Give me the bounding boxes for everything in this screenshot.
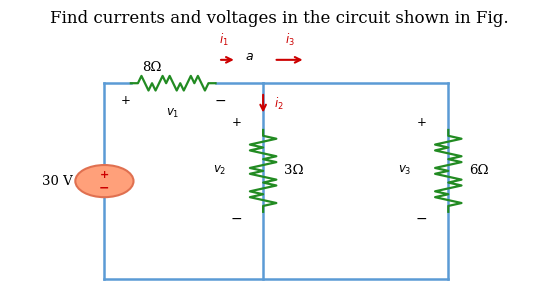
Text: +: +: [232, 116, 242, 129]
Text: −: −: [99, 182, 110, 195]
Text: −: −: [231, 212, 243, 226]
Text: $v_1$: $v_1$: [166, 106, 180, 120]
Text: +: +: [417, 116, 427, 129]
Text: −: −: [416, 212, 427, 226]
Text: $a$: $a$: [246, 50, 254, 63]
Text: 6Ω: 6Ω: [469, 164, 489, 177]
Text: $i_1$: $i_1$: [219, 32, 228, 48]
Text: $i_2$: $i_2$: [274, 96, 283, 112]
Circle shape: [75, 165, 133, 197]
Text: −: −: [215, 94, 227, 108]
Text: +: +: [121, 94, 131, 107]
Text: $v_3$: $v_3$: [398, 164, 411, 177]
Text: 8Ω: 8Ω: [142, 61, 162, 74]
Text: +: +: [100, 171, 109, 181]
Text: $i_3$: $i_3$: [285, 32, 295, 48]
Text: 30 V: 30 V: [42, 175, 73, 188]
Text: 3Ω: 3Ω: [284, 164, 304, 177]
Text: Find currents and voltages in the circuit shown in Fig.: Find currents and voltages in the circui…: [50, 10, 508, 27]
Text: $v_2$: $v_2$: [213, 164, 226, 177]
